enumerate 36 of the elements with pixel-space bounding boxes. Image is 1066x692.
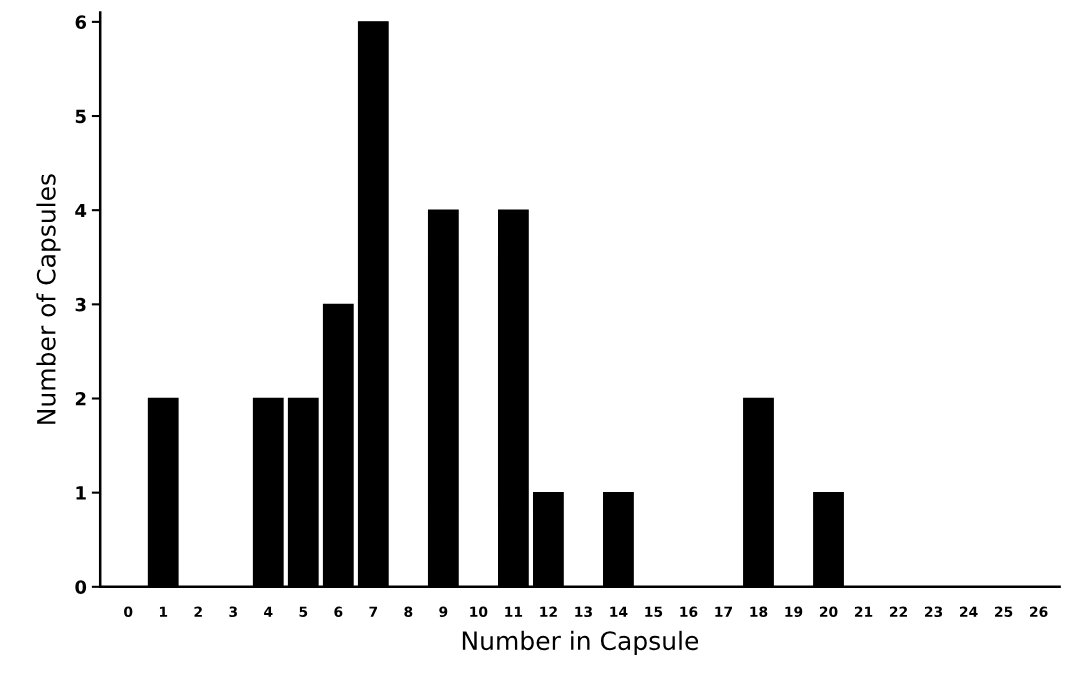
x-tick-label: 14 — [610, 606, 628, 617]
x-axis-title: Number in Capsule — [462, 630, 699, 656]
x-tick-label: 9 — [439, 606, 448, 618]
x-tick-label: 17 — [715, 606, 733, 617]
x-tick-label: 0 — [124, 606, 133, 618]
x-tick-label: 24 — [960, 606, 978, 617]
x-tick-label: 7 — [369, 606, 378, 617]
x-tick-label: 6 — [334, 606, 343, 618]
y-tick-label: 3 — [75, 297, 86, 312]
x-tick-label: 13 — [575, 606, 592, 618]
x-tick-label: 23 — [924, 606, 943, 618]
y-tick-label: 5 — [75, 109, 86, 124]
y-tick-label: 0 — [75, 580, 87, 594]
x-tick-label: 4 — [264, 606, 273, 617]
y-axis-title: Number of Capsules — [36, 174, 61, 424]
x-tick-label: 21 — [854, 606, 873, 617]
x-tick-label: 18 — [750, 606, 768, 618]
x-tick-label: 3 — [229, 606, 237, 618]
x-tick-label: 19 — [785, 606, 803, 618]
x-tick-label: 2 — [194, 606, 202, 617]
x-tick-label: 10 — [470, 606, 488, 618]
y-tick-label: 6 — [75, 15, 87, 29]
x-tick-label: 1 — [159, 606, 168, 617]
x-tick-label: 8 — [404, 606, 413, 618]
x-tick-label: 16 — [680, 606, 698, 618]
x-tick-label: 15 — [645, 606, 663, 618]
y-tick-label: 1 — [76, 486, 86, 500]
x-tick-label: 22 — [889, 606, 907, 617]
x-tick-label: 26 — [1030, 606, 1048, 618]
x-tick-label: 12 — [540, 606, 557, 617]
x-tick-label: 25 — [995, 606, 1013, 618]
x-tick-label: 20 — [819, 606, 838, 618]
y-tick-label: 4 — [75, 203, 87, 218]
x-tick-label: 5 — [299, 606, 308, 618]
x-tick-label: 11 — [505, 606, 523, 617]
y-tick-label: 2 — [75, 391, 86, 406]
